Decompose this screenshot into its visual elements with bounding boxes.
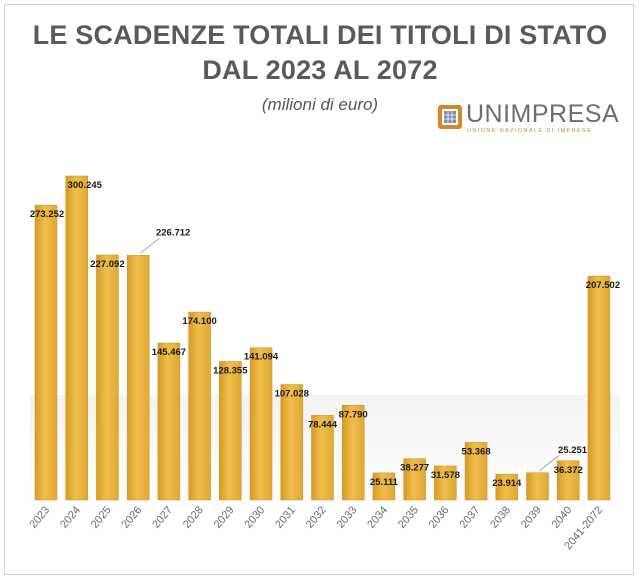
unimpresa-logo-tagline: UNIONE NAZIONALE DI IMPRESE: [467, 128, 593, 134]
bar-2040: [556, 460, 580, 501]
data-label-2040: 36.372: [554, 465, 583, 476]
data-label-2033: 87.790: [339, 409, 368, 420]
bar-2027: [157, 342, 181, 501]
x-tick-2032: 2032: [304, 504, 329, 530]
data-label-2029: 128.355: [213, 365, 248, 376]
leader-line-2026: [139, 238, 160, 254]
data-label-2026: 226.712: [156, 227, 190, 238]
x-tick-2036: 2036: [427, 504, 452, 530]
leader-line-2039: [539, 455, 559, 472]
x-tick-2028: 2028: [181, 504, 206, 530]
x-tick-2025: 2025: [89, 504, 114, 530]
bar-2023: [34, 204, 58, 501]
x-tick-2035: 2035: [396, 504, 421, 530]
chart-subtitle: (milioni di euro): [261, 95, 379, 114]
data-label-2027: 145.467: [152, 347, 186, 358]
x-tick-2037: 2037: [457, 504, 482, 530]
unimpresa-logo-name: UNIMPRESA: [466, 100, 620, 128]
bar-2031: [280, 384, 304, 501]
bar-2025: [96, 254, 119, 501]
x-tick-2033: 2033: [335, 504, 360, 530]
bar-2041-2072: [587, 275, 611, 501]
data-label-2037: 53.368: [462, 446, 491, 457]
data-label-2035: 38.277: [400, 463, 429, 474]
data-label-2038: 23.914: [492, 478, 522, 489]
bar-2034: [372, 472, 396, 501]
bar-2037: [464, 442, 488, 501]
x-tick-2027: 2027: [150, 504, 175, 530]
bar-2033: [341, 405, 365, 501]
bar-2035: [403, 458, 426, 501]
data-label-2031: 107.028: [275, 389, 309, 400]
x-axis-tick-labels: 2023 2024 2025 2026 2027 2028 2029 2030 2031 2032…: [27, 504, 605, 552]
x-tick-2024: 2024: [58, 504, 83, 530]
chart-title-line1: LE SCADENZE TOTALI DEI TITOLI DI STATO: [32, 20, 608, 50]
data-label-2039: 25.251: [558, 445, 588, 456]
data-label-2030: 141.094: [244, 352, 279, 363]
bar-2024: [65, 175, 88, 501]
x-tick-2040: 2040: [550, 504, 575, 530]
bar-2030: [249, 347, 273, 501]
data-label-2036: 31.578: [431, 470, 460, 481]
x-tick-2023: 2023: [27, 504, 52, 530]
x-tick-2038: 2038: [488, 504, 513, 530]
data-label-2041-2072: 207.502: [586, 280, 620, 291]
x-tick-2031: 2031: [273, 504, 298, 530]
bar-2038: [495, 473, 519, 501]
data-label-2034: 25.111: [370, 477, 399, 488]
data-label-2024: 300.245: [68, 180, 103, 191]
bar-2028: [188, 311, 211, 501]
chart-title-line2: DAL 2023 AL 2072: [202, 55, 438, 85]
unimpresa-logo: UNIMPRESA UNIONE NAZIONALE DI IMPRESE: [437, 102, 619, 137]
bar-2036: [434, 465, 457, 501]
unimpresa-logo-icon: [438, 105, 462, 129]
bar-2029: [219, 361, 242, 501]
data-label-2023: 273.252: [30, 209, 64, 220]
x-tick-2034: 2034: [365, 504, 390, 530]
data-labels: 273.252 300.245 227.092 226.712 145.467 174.1…: [30, 180, 620, 489]
data-label-2025: 227.092: [90, 259, 124, 270]
x-tick-2030: 2030: [242, 504, 267, 530]
data-label-2028: 174.100: [182, 316, 216, 327]
bar-2026: [126, 255, 150, 501]
x-tick-2039: 2039: [519, 504, 544, 530]
bar-2032: [311, 415, 334, 501]
label-leader-lines: [139, 238, 559, 472]
bar-series: [34, 175, 611, 501]
x-tick-2029: 2029: [212, 504, 237, 530]
data-label-2032: 78.444: [308, 419, 338, 430]
bar-2039: [526, 472, 549, 501]
x-tick-2026: 2026: [120, 504, 145, 530]
